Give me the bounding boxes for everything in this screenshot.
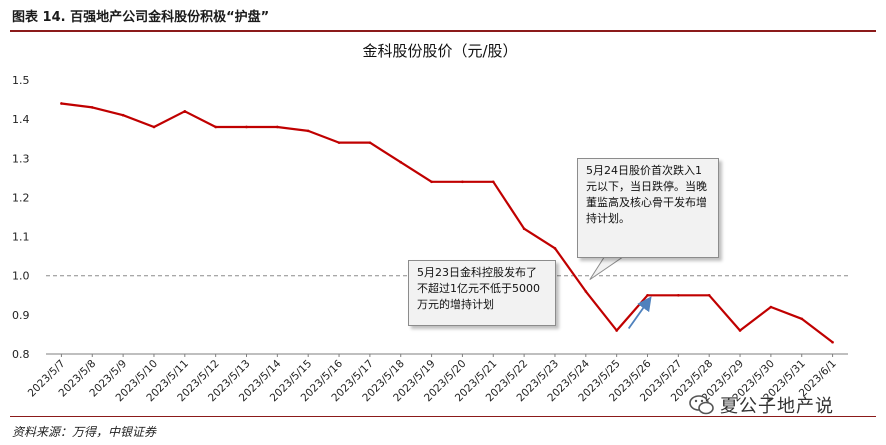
data-point — [461, 180, 464, 184]
data-point — [337, 141, 341, 144]
y-tick-label: 1.0 — [12, 270, 30, 283]
data-point — [245, 125, 248, 129]
data-point — [121, 113, 125, 117]
y-tick-label: 1.3 — [12, 152, 30, 165]
y-tick-label: 1.5 — [12, 74, 30, 87]
data-point — [522, 227, 526, 231]
data-point — [60, 102, 63, 105]
data-point — [430, 180, 433, 184]
data-point — [769, 305, 773, 309]
data-point — [800, 317, 804, 321]
data-point — [646, 293, 649, 297]
y-tick-label: 1.1 — [12, 231, 30, 244]
data-point — [553, 247, 557, 250]
data-point — [738, 329, 742, 332]
watermark: 夏公子地产说 — [688, 390, 878, 420]
y-tick-label: 1.2 — [12, 191, 30, 204]
callout-buyback-text: 5月23日金科控股发布了不超过1亿元不低于5000万元的增持计划 — [417, 266, 540, 311]
trend-arrow — [627, 296, 652, 330]
data-point — [584, 290, 588, 293]
data-point — [615, 329, 618, 332]
chart-title: 金科股份股价（元/股） — [362, 42, 517, 60]
data-point — [399, 160, 403, 164]
y-tick-label: 0.9 — [12, 309, 30, 322]
data-point — [677, 293, 680, 297]
watermark-text: 夏公子地产说 — [720, 396, 834, 417]
data-point — [491, 180, 495, 184]
callout-price-drop-text: 5月24日股价首次跌入1元以下，当日跌停。当晚董监高及核心骨干发布增持计划。 — [586, 164, 707, 225]
callout-buyback-plan: 5月23日金科控股发布了不超过1亿元不低于5000万元的增持计划 — [408, 260, 556, 326]
data-point — [276, 125, 279, 129]
series-line — [61, 102, 834, 344]
data-point — [306, 129, 310, 133]
y-axis: 0.8 0.9 1.0 1.1 1.2 1.3 1.4 1.5 — [12, 74, 30, 361]
line-chart: 金科股份股价（元/股） 0.80.91.01.11.21.31.41.5 202… — [12, 42, 848, 404]
data-point — [152, 125, 156, 129]
data-point — [183, 110, 187, 113]
data-point — [707, 293, 711, 297]
callout-price-drop: 5月24日股价首次跌入1元以下，当日跌停。当晚董监高及核心骨干发布增持计划。 — [577, 158, 719, 258]
wechat-icon — [689, 395, 714, 415]
figure-footer: 资料来源：万得，中银证券 — [10, 416, 876, 445]
data-point — [368, 141, 372, 144]
data-point — [90, 106, 94, 109]
y-tick-label: 1.4 — [12, 113, 30, 126]
figure-header: 图表 14. 百强地产公司金科股份积极“护盘” — [10, 0, 876, 32]
data-point — [831, 340, 834, 344]
figure-title: 图表 14. 百强地产公司金科股份积极“护盘” — [12, 10, 270, 25]
data-point — [214, 125, 217, 129]
y-tick-label: 0.8 — [12, 348, 30, 361]
source-note: 资料来源：万得，中银证券 — [12, 425, 157, 439]
